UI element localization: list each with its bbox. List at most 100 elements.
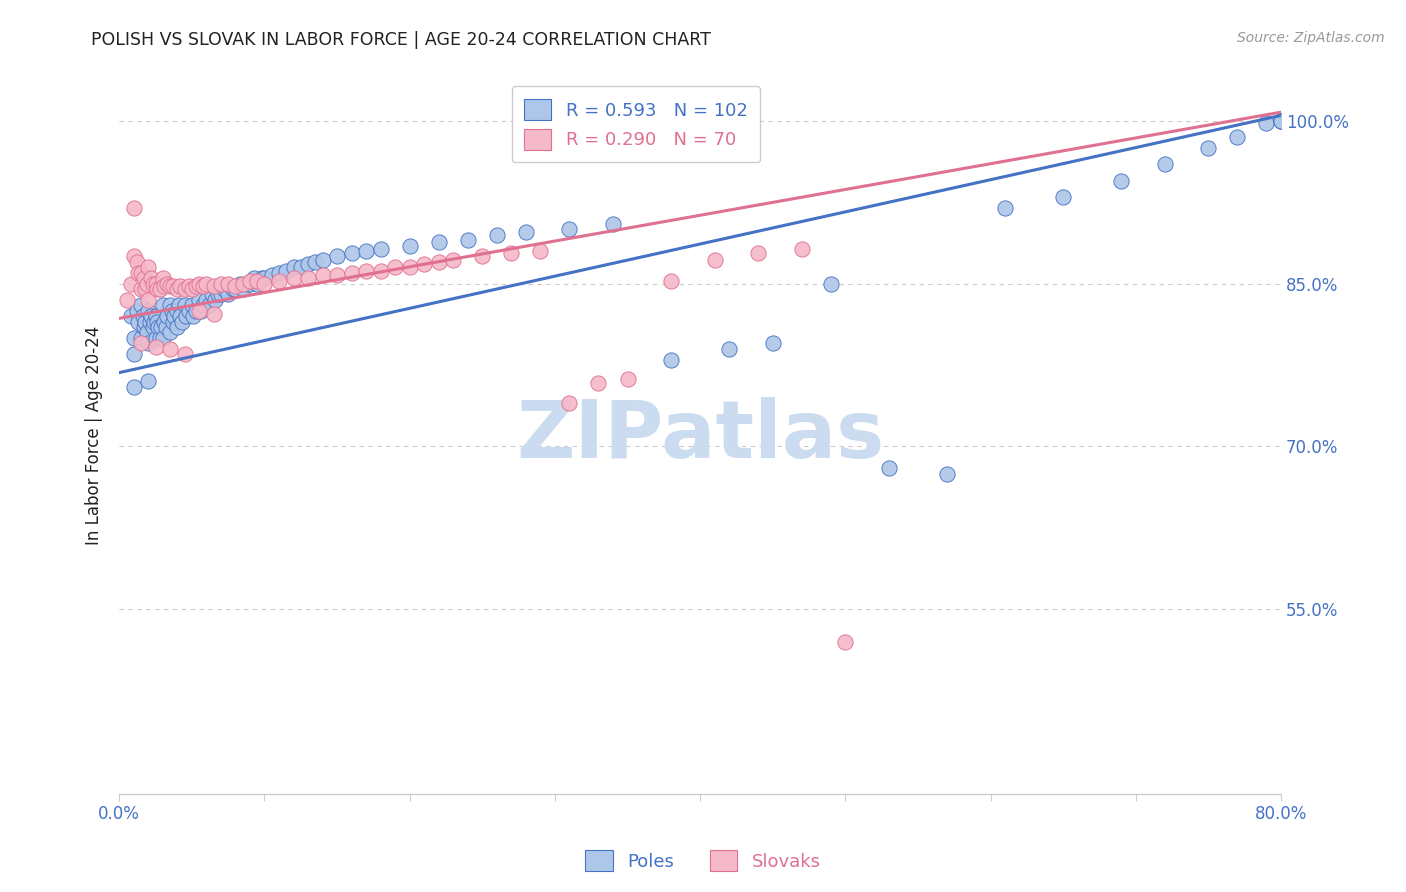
Point [122, 331, 145, 345]
Point [170, 315, 193, 329]
Point [1052, 190, 1074, 204]
Point [370, 263, 392, 277]
Point [129, 336, 152, 351]
Point [188, 277, 211, 291]
Point [588, 376, 610, 391]
Point [156, 309, 179, 323]
Point [246, 277, 269, 291]
Point [193, 278, 215, 293]
Point [501, 246, 523, 260]
Point [297, 271, 319, 285]
Point [131, 309, 153, 323]
Point [413, 257, 436, 271]
Point [155, 320, 177, 334]
Point [311, 252, 333, 267]
Point [132, 320, 155, 334]
Point [529, 244, 551, 258]
Point [202, 307, 225, 321]
Text: POLISH VS SLOVAK IN LABOR FORCE | AGE 20-24 CORRELATION CHART: POLISH VS SLOVAK IN LABOR FORCE | AGE 20… [91, 31, 711, 49]
Point [146, 315, 169, 329]
Point [558, 222, 581, 236]
Point [224, 278, 246, 293]
Point [129, 298, 152, 312]
Point [232, 277, 254, 291]
Point [136, 336, 159, 351]
Point [127, 315, 149, 329]
Point [558, 396, 581, 410]
Point [1270, 113, 1292, 128]
Point [1197, 141, 1219, 155]
Point [236, 277, 259, 291]
Point [1270, 113, 1292, 128]
Point [142, 277, 165, 291]
Point [135, 326, 157, 340]
Point [120, 309, 142, 323]
Point [186, 303, 208, 318]
Point [145, 309, 167, 323]
Point [195, 293, 218, 307]
Point [183, 309, 205, 323]
Point [174, 309, 197, 323]
Point [354, 263, 377, 277]
Point [703, 252, 725, 267]
Point [239, 275, 262, 289]
Point [190, 303, 212, 318]
Point [142, 320, 165, 334]
Point [136, 303, 159, 318]
Point [471, 250, 494, 264]
Point [136, 260, 159, 275]
Point [276, 263, 298, 277]
Point [169, 278, 191, 293]
Point [149, 331, 172, 345]
Point [132, 271, 155, 285]
Point [427, 235, 450, 250]
Point [515, 225, 537, 239]
Point [326, 268, 349, 282]
Point [163, 309, 186, 323]
Point [122, 201, 145, 215]
Point [146, 282, 169, 296]
Point [136, 374, 159, 388]
Point [834, 634, 856, 648]
Point [457, 233, 479, 247]
Point [326, 250, 349, 264]
Point [152, 271, 174, 285]
Point [173, 298, 195, 312]
Point [195, 277, 218, 291]
Point [253, 271, 276, 285]
Point [145, 340, 167, 354]
Point [120, 277, 142, 291]
Point [224, 282, 246, 296]
Point [659, 275, 682, 289]
Legend: Poles, Slovaks: Poles, Slovaks [578, 843, 828, 879]
Point [160, 303, 183, 318]
Y-axis label: In Labor Force | Age 20-24: In Labor Force | Age 20-24 [86, 326, 103, 545]
Point [485, 227, 508, 242]
Point [202, 278, 225, 293]
Point [141, 309, 163, 323]
Point [115, 293, 138, 307]
Point [877, 461, 900, 475]
Point [427, 255, 450, 269]
Point [232, 282, 254, 296]
Point [153, 315, 176, 329]
Point [125, 303, 148, 318]
Point [304, 255, 326, 269]
Point [790, 242, 813, 256]
Point [207, 287, 229, 301]
Point [217, 277, 239, 291]
Point [994, 201, 1017, 215]
Point [762, 336, 785, 351]
Point [198, 298, 221, 312]
Text: ZIPatlas: ZIPatlas [516, 397, 884, 475]
Point [250, 271, 273, 285]
Point [166, 282, 188, 296]
Point [260, 268, 283, 282]
Point [340, 246, 363, 260]
Point [311, 268, 333, 282]
Point [188, 293, 211, 307]
Point [167, 298, 190, 312]
Point [243, 271, 266, 285]
Point [1256, 116, 1278, 130]
Point [747, 246, 769, 260]
